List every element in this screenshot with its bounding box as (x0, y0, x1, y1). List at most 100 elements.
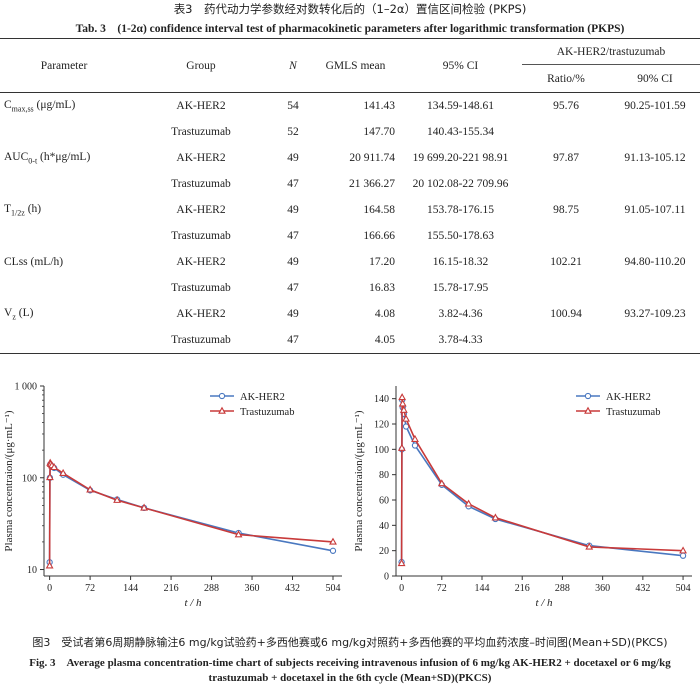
cell-ci90 (610, 119, 700, 145)
cell-ratio (522, 327, 610, 354)
table-row: Trastuzumab 47 166.66 155.50-178.63 (0, 223, 700, 249)
cell-n: 54 (287, 100, 299, 112)
cell-ci90: 91.05-107.11 (624, 204, 686, 216)
cell-parameter: Vz (L) (0, 301, 128, 327)
data-point-ak-her2 (411, 442, 419, 449)
cell-parameter (0, 327, 128, 354)
cell-parameter (0, 119, 128, 145)
cell-group: Trastuzumab (171, 230, 231, 242)
header-ci95: 95% CI (399, 38, 522, 93)
cell-ci90: 91.13-105.12 (624, 152, 686, 164)
cell-ci90 (610, 171, 700, 197)
cell-parameter (0, 223, 128, 249)
parameter-unit: (L) (15, 306, 34, 319)
cell-group: AK-HER2 (176, 100, 226, 112)
legend-label: AK-HER2 (606, 392, 651, 403)
cell-group: Trastuzumab (171, 282, 231, 294)
cell-ci90 (610, 275, 700, 301)
cell-ci95: 3.82-4.36 (438, 308, 483, 320)
header-ci90: 90% CI (610, 64, 700, 93)
table-caption-cn: 表3 药代动力学参数经对数转化后的（1–2α）置信区间检验 (PKPS) (173, 2, 527, 16)
parameter-subscript: z (12, 312, 16, 322)
data-point-trastuzumab (464, 499, 473, 507)
cell-gmls: 147.70 (363, 126, 395, 138)
data-point-trastuzumab (399, 405, 408, 413)
cell-parameter (0, 275, 128, 301)
x-tick-label: 432 (285, 583, 300, 594)
chart-linear-scale: 0 72 144 216 288 360 432 504 0 20 40 60 80 100 120 140 t… (353, 386, 692, 609)
cell-ci95: 3.78-4.33 (399, 327, 522, 354)
header-n: N (274, 38, 312, 93)
data-point-ak-her2 (679, 552, 687, 559)
cell-n: 47 (287, 230, 299, 242)
table-row: Trastuzumab 47 4.05 3.78-4.33 (0, 327, 700, 354)
data-point-trastuzumab (45, 561, 54, 569)
cell-gmls: 4.05 (312, 327, 399, 354)
cell-n: 49 (287, 204, 299, 216)
x-tick-label: 144 (475, 583, 490, 594)
cell-ci90: 93.27-109.23 (624, 308, 686, 320)
data-point-trastuzumab (397, 559, 406, 567)
cell-gmls: 16.83 (369, 282, 395, 294)
parameter-subscript: 1/2z (11, 208, 25, 218)
data-point-trastuzumab (59, 468, 68, 476)
table-row: Trastuzumab 52 147.70 140.43-155.34 (0, 119, 700, 145)
data-point-trastuzumab (585, 542, 594, 550)
data-point-trastuzumab (398, 399, 407, 407)
figure-caption-en-2: trastuzumab + docetaxel in the 6th cycle… (208, 672, 492, 684)
x-tick-label: 0 (399, 583, 404, 594)
y-tick-label: 40 (379, 521, 389, 532)
cell-n: 47 (274, 327, 312, 354)
cell-group: AK-HER2 (176, 204, 226, 216)
y-axis-label: Plasma concentraion/(μg·mL⁻¹) (3, 410, 15, 551)
x-tick-label: 0 (47, 583, 52, 594)
x-axis-label: t / h (535, 597, 553, 609)
data-point-trastuzumab (679, 546, 687, 554)
x-tick-label: 72 (437, 583, 447, 594)
cell-ci90: 90.25-101.59 (624, 100, 686, 112)
parameter-symbol: T (4, 202, 12, 215)
legend-label: AK-HER2 (240, 392, 285, 403)
y-tick-label: 100 (374, 445, 389, 456)
cell-gmls: 17.20 (369, 256, 395, 268)
data-point-trastuzumab (86, 485, 95, 493)
y-tick-label: 60 (379, 496, 389, 507)
series-line-trastuzumab (48, 462, 334, 566)
cell-ci90: 94.80-110.20 (624, 256, 686, 268)
data-point-trastuzumab (329, 537, 337, 545)
chart-log-scale: 0 72 144 216 288 360 432 504 10 100 1 000 t / h Plas… (3, 382, 342, 609)
x-tick-label: 144 (123, 583, 138, 594)
cell-gmls: 20 911.74 (349, 152, 395, 164)
header-ratio: Ratio/% (522, 64, 610, 93)
header-group: Group (128, 38, 274, 93)
x-tick-label: 504 (676, 583, 691, 594)
legend-label: Trastuzumab (606, 407, 660, 418)
cell-ratio: 97.87 (553, 152, 579, 164)
cell-n: 49 (287, 256, 299, 268)
pk-table: Parameter Group N GMLS mean 95% CI AK-HE… (0, 38, 700, 354)
legend-marker-ak-her2 (218, 392, 226, 400)
cell-group: Trastuzumab (128, 327, 274, 354)
cell-group: AK-HER2 (176, 308, 226, 320)
cell-ratio: 100.94 (550, 308, 582, 320)
y-tick-label: 1 000 (15, 382, 38, 393)
cell-ci95: 15.78-17.95 (432, 282, 489, 294)
table-row: Cmax,ss (μg/mL) AK-HER2 54 141.43 134.59-148… (0, 93, 700, 120)
table-row: AUC0-t (h*μg/mL) AK-HER2 49 20 911.74 19 699… (0, 145, 700, 171)
cell-parameter: AUC0-t (h*μg/mL) (0, 145, 128, 171)
parameter-subscript: max,ss (11, 104, 34, 114)
series-line-ak-her2 (48, 462, 334, 563)
table-row: Trastuzumab 47 21 366.27 20 102.08-22 709.9… (0, 171, 700, 197)
parameter-symbol: V (4, 306, 13, 319)
x-tick-label: 360 (595, 583, 610, 594)
data-point-trastuzumab (402, 414, 410, 422)
cell-ci95: 153.78-176.15 (426, 204, 495, 216)
cell-ratio: 95.76 (553, 100, 579, 112)
y-tick-label: 140 (374, 394, 389, 405)
y-tick-label: 100 (22, 473, 37, 484)
cell-gmls: 166.66 (363, 230, 395, 242)
data-point-trastuzumab (113, 495, 122, 503)
data-point-trastuzumab (437, 479, 446, 487)
y-tick-label: 80 (379, 470, 389, 481)
cell-ci95: 155.50-178.63 (426, 230, 495, 242)
